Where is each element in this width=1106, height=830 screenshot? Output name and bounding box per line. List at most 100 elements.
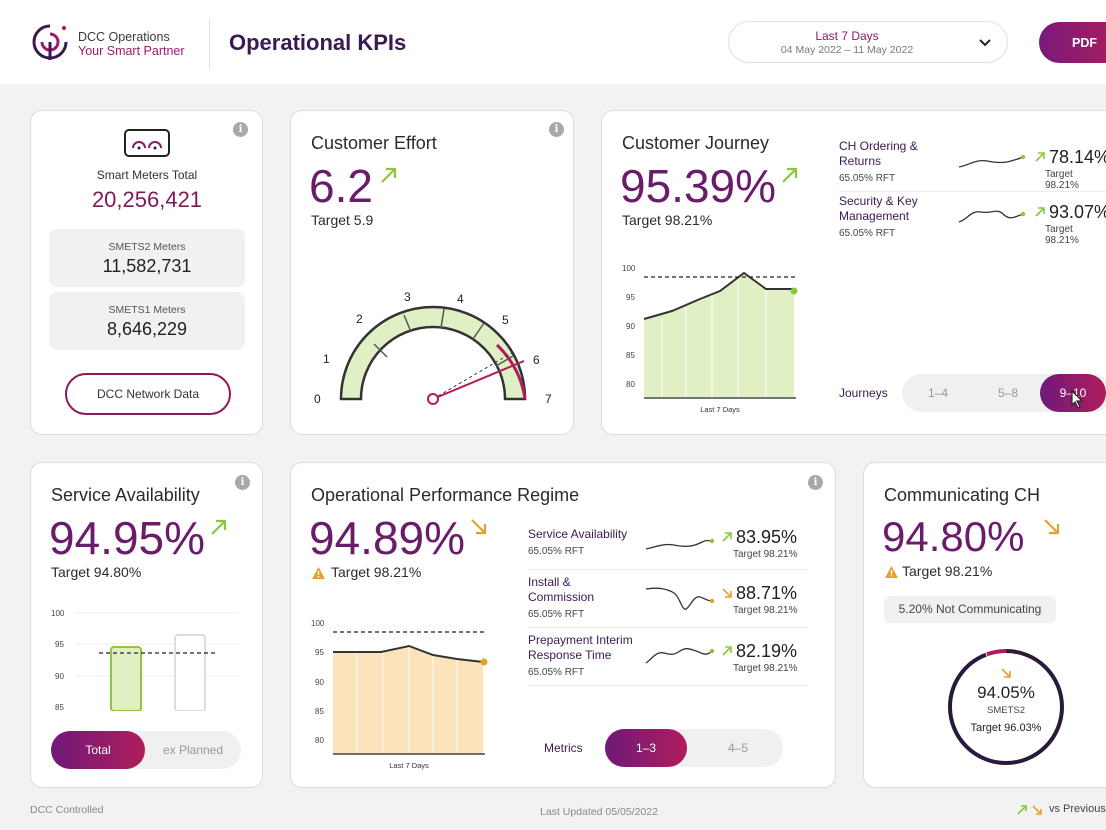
opr-item: Install & Commission 65.05% RFT 88.71% Ta… xyxy=(528,575,808,625)
operational-performance-card: i Operational Performance Regime 94.89% … xyxy=(290,462,836,788)
axis-tick-label: 80 xyxy=(626,380,635,389)
target-label: Target 98.21% xyxy=(331,564,422,580)
toggle-ex-planned[interactable]: ex Planned xyxy=(162,743,224,757)
page-title: Operational KPIs xyxy=(229,30,407,55)
date-range-select[interactable]: Last 7 Days 04 May 2022 – 11 May 2022 xyxy=(728,21,1008,63)
kpi-sub: 65.05% RFT xyxy=(839,228,896,239)
axis-tick-label: 85 xyxy=(315,707,324,716)
metrics-label: Metrics xyxy=(544,741,583,755)
smets1-label: SMETS1 Meters xyxy=(108,304,186,316)
axis-tick-label: 90 xyxy=(315,678,324,687)
not-communicating-badge: 5.20% Not Communicating xyxy=(884,596,1056,623)
footer-vs-previous: vs Previous xyxy=(1049,803,1106,815)
axis-tick-label: 90 xyxy=(626,322,635,331)
gauge-tick-label: 6 xyxy=(533,353,540,367)
kpi-value: 88.71% xyxy=(736,583,798,603)
trend-up-icon xyxy=(1035,207,1045,217)
journey-item: Security & Key Management 65.05% RFT 93.0… xyxy=(839,194,1106,246)
customer-effort-card: i Customer Effort 6.2 Target 5.9 0 1 2 3… xyxy=(290,110,574,435)
kpi-name: Prepayment Interim Response Time xyxy=(528,633,633,662)
kpi-sub: 65.05% RFT xyxy=(528,546,585,557)
smets2-ring xyxy=(948,649,1064,765)
dcc-network-data-button[interactable]: DCC Network Data xyxy=(65,373,231,415)
trend-up-icon xyxy=(722,532,732,542)
service-availability-value: 94.95% xyxy=(49,512,206,564)
card-title: Customer Effort xyxy=(311,133,437,153)
date-range-value: 04 May 2022 – 11 May 2022 xyxy=(780,44,914,56)
axis-tick-label: 95 xyxy=(315,648,324,657)
chevron-down-icon xyxy=(979,39,991,47)
ring-value: 94.05% xyxy=(977,683,1035,702)
legend-trend-icons xyxy=(1017,805,1042,815)
trend-up-icon xyxy=(381,167,397,183)
row-divider xyxy=(528,627,808,628)
info-icon[interactable]: i xyxy=(549,122,564,137)
target-label: Target 94.80% xyxy=(51,564,142,580)
effort-gauge: 0 1 2 3 4 5 6 7 xyxy=(314,290,552,406)
communicating-ch-value: 94.80% xyxy=(882,513,1025,560)
chart-x-label: Last 7 Days xyxy=(700,405,740,414)
card-title: Customer Journey xyxy=(622,133,770,153)
journey-item: CH Ordering & Returns 65.05% RFT 78.14% T… xyxy=(839,139,1106,191)
opr-item: Prepayment Interim Response Time 65.05% R… xyxy=(528,633,808,683)
kpi-target: Target 98.21% xyxy=(1045,169,1079,191)
kpi-name: Install & Commission xyxy=(528,575,595,604)
ring-target: Target 96.03% xyxy=(970,722,1042,734)
segment-1-3[interactable]: 1–3 xyxy=(605,729,687,767)
segment-4-5[interactable]: 4–5 xyxy=(727,741,749,755)
axis-tick-label: 95 xyxy=(55,640,64,649)
pdf-export-button[interactable]: PDF xyxy=(1039,22,1106,63)
smets2-box: SMETS2 Meters 11,582,731 xyxy=(49,229,245,287)
axis-tick-label: 100 xyxy=(51,609,65,618)
total-toggle: Total ex Planned xyxy=(51,731,241,769)
chart-x-label: Last 7 Days xyxy=(389,761,429,770)
kpi-target: Target 98.21% xyxy=(1045,224,1079,246)
communicating-ch-card: Communicating CH 94.80% Target 98.21% 5.… xyxy=(863,462,1106,788)
kpi-name: Service Availability xyxy=(528,527,628,541)
kpi-name: CH Ordering & Returns xyxy=(839,139,918,168)
target-label: Target 98.21% xyxy=(622,212,713,228)
gauge-tick-label: 5 xyxy=(502,313,509,327)
trend-up-icon xyxy=(211,519,227,535)
info-icon[interactable]: i xyxy=(235,475,250,490)
smets2-value: 11,582,731 xyxy=(102,256,192,276)
sparkline xyxy=(958,154,1026,168)
kpi-value: 93.07% xyxy=(1049,202,1106,222)
trend-up-icon xyxy=(1035,152,1045,162)
gauge-tick-label: 3 xyxy=(404,290,411,304)
service-availability-chart: 100 95 90 85 xyxy=(51,609,239,711)
gauge-tick-label: 0 xyxy=(314,392,321,406)
info-icon[interactable]: i xyxy=(233,122,248,137)
segment-5-8[interactable]: 5–8 xyxy=(997,386,1019,400)
info-icon[interactable]: i xyxy=(808,475,823,490)
smets1-value: 8,646,229 xyxy=(106,319,188,339)
dcc-logo-icon xyxy=(32,24,68,60)
brand-tagline: Your Smart Partner xyxy=(78,44,185,58)
header-divider xyxy=(209,18,210,70)
row-divider xyxy=(839,191,1106,192)
trend-down-icon xyxy=(471,519,487,535)
smart-meter-icon xyxy=(124,129,170,157)
trend-down-icon xyxy=(1044,519,1060,535)
customer-effort-value: 6.2 xyxy=(309,160,373,212)
customer-journey-chart: 100 95 90 85 80 Last 7 Days xyxy=(622,264,798,414)
kpi-sub: 65.05% RFT xyxy=(528,667,585,678)
axis-tick-label: 100 xyxy=(311,619,325,628)
customer-journey-card: Customer Journey 95.39% Target 98.21% 10… xyxy=(601,110,1106,435)
segment-1-4[interactable]: 1–4 xyxy=(927,386,949,400)
sparkline xyxy=(958,210,1026,223)
trend-up-icon xyxy=(722,646,732,656)
sparkline xyxy=(645,648,715,664)
gauge-tick-label: 1 xyxy=(323,352,330,366)
gauge-tick-label: 7 xyxy=(545,392,552,406)
metrics-segmented-control: 1–3 4–5 xyxy=(605,729,783,767)
mouse-cursor-icon xyxy=(1071,389,1084,409)
app-header: DCC Operations Your Smart Partner Operat… xyxy=(0,0,1106,84)
footer-left: DCC Controlled xyxy=(30,804,104,816)
sparkline xyxy=(645,587,715,610)
trend-up-icon xyxy=(782,167,798,183)
card-title: Service Availability xyxy=(51,485,200,505)
warning-icon xyxy=(885,566,898,578)
toggle-total[interactable]: Total xyxy=(51,731,145,769)
kpi-value: 82.19% xyxy=(736,641,798,661)
